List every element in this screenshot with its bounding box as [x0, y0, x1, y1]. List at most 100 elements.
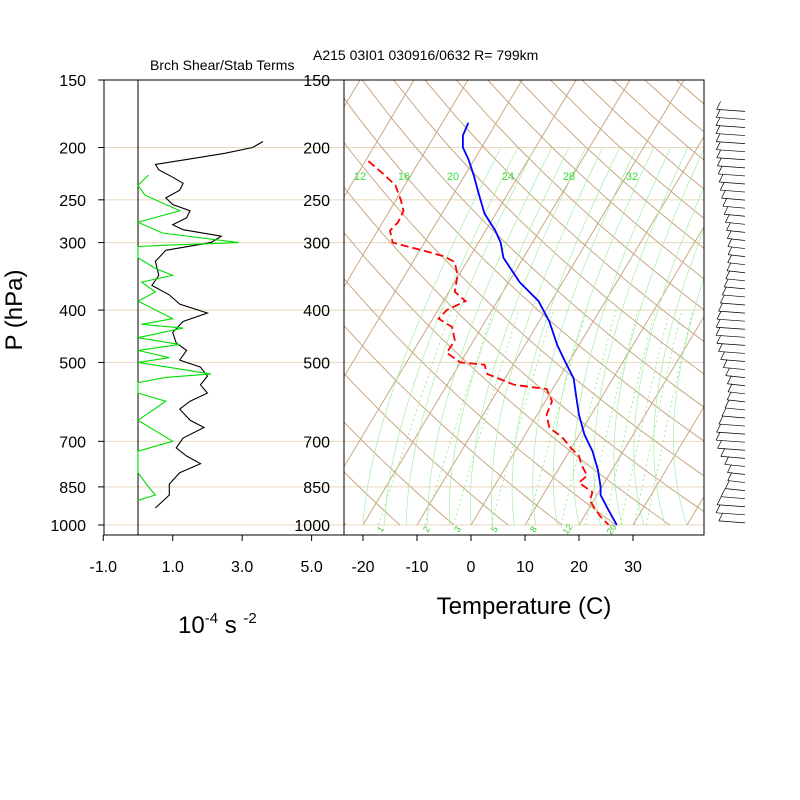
mixing-ratio-label: 12 — [354, 171, 366, 183]
wind-barb-flag — [727, 375, 732, 384]
wind-barb-flag — [724, 456, 729, 465]
wind-barb-flag — [718, 173, 724, 183]
mixing-ratio-line — [620, 310, 670, 526]
right-panel-frame — [343, 79, 705, 536]
wind-barb — [724, 480, 746, 491]
wind-barb-staff — [724, 286, 746, 290]
mixing-ratio-label: 20 — [447, 171, 459, 183]
wind-barb — [727, 246, 746, 257]
right-x-tick-label: 10 — [516, 559, 534, 576]
moist-adiabat-line — [427, 147, 553, 525]
wind-barb-flag — [718, 302, 723, 312]
wind-barb-flag — [715, 432, 721, 441]
wind-barb-flag — [715, 327, 721, 336]
left-y-tick-label: 500 — [59, 355, 86, 372]
wind-barb-flag — [727, 238, 733, 247]
wind-barb-flag — [718, 343, 723, 352]
wind-barb — [719, 181, 746, 193]
wind-barb — [718, 512, 746, 524]
wind-barb — [716, 496, 746, 508]
dry-adiabat-line — [770, 80, 800, 525]
wind-barb — [726, 230, 746, 241]
dry-adiabat-line — [518, 80, 704, 249]
wind-barb — [723, 206, 746, 217]
wind-barb-flag — [725, 367, 730, 376]
wind-barb — [725, 214, 746, 225]
thermodynamic-background: 12 16 20 24 28 321 2 3 5 8 12 20 — [0, 80, 800, 536]
mixing-ratio-line — [560, 309, 617, 526]
wind-barb-staff — [716, 149, 746, 153]
wind-barb-flag — [716, 335, 722, 344]
wind-barb — [721, 189, 746, 201]
wind-barb-flag — [715, 125, 721, 134]
dry-adiabat-line — [487, 80, 704, 280]
dry-adiabat-line — [344, 141, 704, 477]
wind-barb-staff — [725, 488, 746, 491]
mixing-ratio-label: 16 — [398, 171, 410, 183]
wind-barb-staff — [716, 431, 746, 435]
isotherm-line — [578, 315, 704, 526]
wind-barb — [727, 375, 746, 387]
mixing-ratio-label: 12 — [561, 522, 575, 536]
moist-adiabat-line — [673, 276, 704, 526]
dry-adiabat-line — [0, 80, 238, 525]
mixing-ratio-line — [646, 310, 694, 526]
moist-adiabat-line — [448, 147, 570, 526]
wind-barb-staff — [717, 447, 746, 451]
moist-adiabat-line — [552, 147, 655, 526]
wind-barb-flag — [720, 448, 726, 457]
right-x-tick-label: -10 — [405, 559, 428, 576]
dry-adiabat-line — [393, 80, 704, 375]
dry-adiabat-line — [581, 80, 704, 190]
mixing-ratio-line — [452, 309, 520, 526]
wind-barb-staff — [720, 302, 746, 306]
wind-barb — [727, 464, 746, 475]
wind-barb-staff — [716, 439, 746, 443]
wind-barb — [727, 238, 746, 249]
wind-barb-staff — [727, 238, 746, 241]
wind-barb-flag — [715, 117, 721, 126]
wind-barb — [716, 101, 746, 112]
left-panel-series — [136, 141, 264, 509]
y-axis-label: P (hPa) — [1, 270, 28, 351]
wind-barb-staff — [715, 133, 746, 136]
wind-barb-staff — [723, 367, 746, 370]
isotherm-line — [524, 225, 704, 526]
wind-barb-flag — [718, 512, 724, 522]
dry-adiabat-line — [456, 80, 704, 311]
dry-adiabat-line — [344, 522, 347, 526]
moist-adiabat-line — [593, 147, 689, 526]
wind-barb — [715, 504, 746, 516]
wind-barb-staff — [727, 246, 746, 249]
isotherm-line — [344, 80, 577, 468]
mixing-ratio-line — [527, 309, 587, 526]
right-y-tick-label: 850 — [303, 480, 330, 497]
dry-adiabat-line — [344, 324, 563, 526]
wind-barb-staff — [717, 318, 746, 322]
wind-barb-staff — [716, 512, 746, 516]
right-chart-title: A215 03I01 030916/0632 R= 799km — [313, 47, 538, 63]
right-y-tick-label: 400 — [303, 303, 330, 320]
wind-barb-flag — [725, 270, 731, 279]
left-x-tick-label: 1.0 — [162, 559, 184, 576]
wind-barb — [726, 391, 746, 403]
wind-barb — [725, 270, 746, 282]
wind-barb-flag — [723, 206, 729, 215]
dewpoint-line — [367, 160, 610, 526]
wind-barb-staff — [725, 375, 746, 378]
wind-barb-staff — [720, 496, 746, 500]
dry-adiabat-line — [344, 278, 617, 526]
wind-barb-flag — [716, 149, 722, 158]
wind-barb-staff — [727, 254, 746, 257]
isotherm-line — [344, 80, 523, 378]
wind-barb-staff — [727, 383, 746, 387]
left-y-tick-label: 150 — [59, 73, 86, 90]
wind-barb-staff — [725, 278, 746, 282]
mixing-ratio-label: 28 — [563, 171, 575, 183]
moist-adiabat-line — [384, 147, 519, 526]
right-y-tick-label: 200 — [303, 140, 330, 157]
wind-barb-staff — [727, 399, 746, 403]
left-x-tick-label: -1.0 — [89, 559, 117, 576]
moist-adiabat-line — [362, 147, 502, 526]
